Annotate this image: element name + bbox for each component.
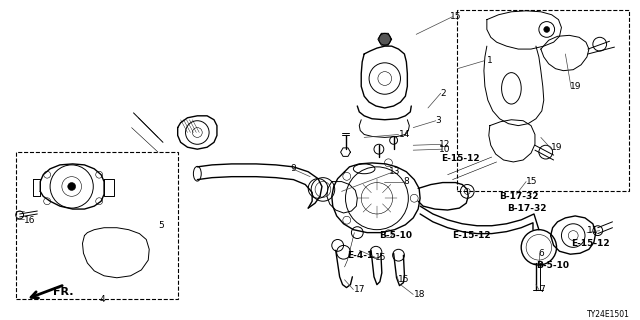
Text: E-15-12: E-15-12: [441, 154, 479, 163]
Text: B-17-32: B-17-32: [500, 192, 539, 201]
Text: 9: 9: [291, 164, 296, 173]
Text: 11: 11: [587, 226, 598, 235]
Text: 6: 6: [539, 249, 545, 258]
Text: 15: 15: [397, 275, 409, 284]
Circle shape: [379, 33, 390, 45]
Bar: [458, 10, 629, 191]
Text: B-5-10: B-5-10: [379, 231, 412, 240]
Text: 15: 15: [375, 253, 387, 262]
Text: 16: 16: [24, 216, 35, 225]
Text: FR.: FR.: [53, 287, 74, 298]
Text: 15: 15: [449, 12, 461, 21]
Circle shape: [544, 27, 550, 32]
Text: E-4-1: E-4-1: [348, 251, 374, 260]
Text: 7: 7: [539, 285, 545, 294]
Text: 17: 17: [355, 285, 366, 294]
Text: 19: 19: [550, 143, 562, 152]
Text: E-15-12: E-15-12: [452, 231, 491, 240]
Text: 1: 1: [487, 56, 493, 65]
Text: 13: 13: [388, 167, 400, 176]
Text: 10: 10: [439, 145, 451, 154]
Text: 18: 18: [414, 290, 426, 299]
Text: 15: 15: [526, 177, 538, 186]
Text: 5: 5: [158, 221, 164, 230]
Text: 2: 2: [441, 89, 446, 98]
Bar: [16, 152, 178, 299]
Text: 12: 12: [439, 140, 450, 149]
Circle shape: [68, 182, 76, 190]
Text: 19: 19: [570, 82, 582, 91]
Text: B-17-32: B-17-32: [508, 204, 547, 212]
Text: 4: 4: [99, 295, 105, 304]
Text: TY24E1501: TY24E1501: [588, 310, 630, 319]
Text: 14: 14: [399, 130, 410, 139]
Text: B-5-10: B-5-10: [536, 260, 569, 269]
Text: E-15-12: E-15-12: [572, 239, 610, 248]
Text: 8: 8: [403, 177, 409, 186]
Text: 3: 3: [435, 116, 440, 125]
